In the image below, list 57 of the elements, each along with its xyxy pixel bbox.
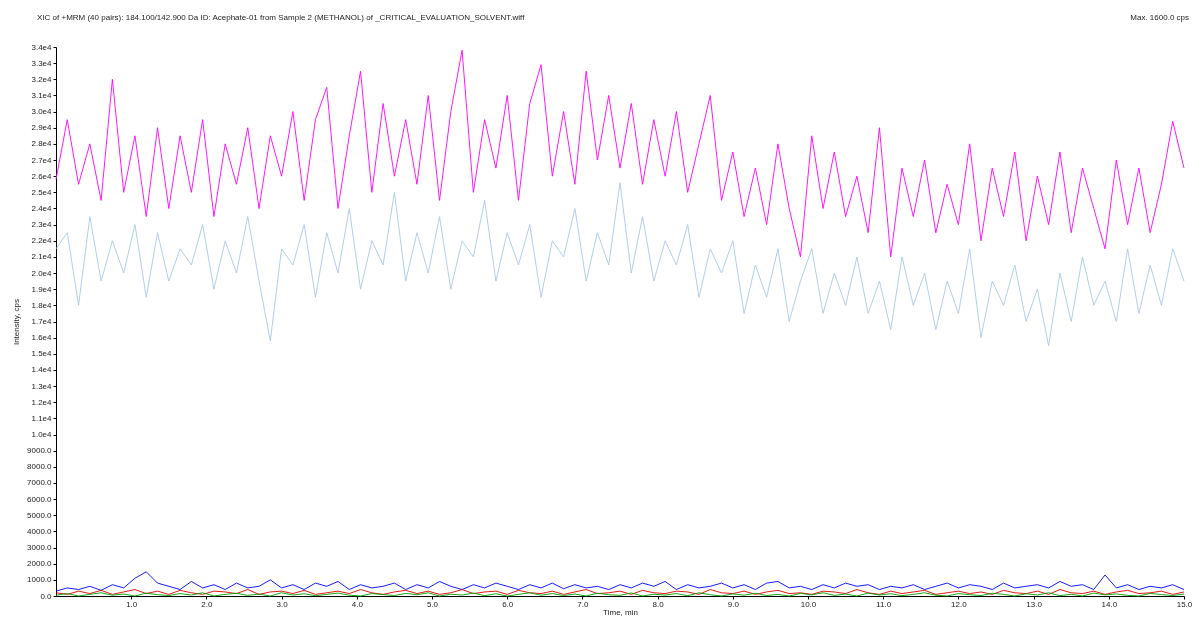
y-tick-label: 2000.0 — [27, 559, 53, 569]
y-tick-label: 3.3e4 — [31, 58, 53, 68]
x-tick-label: 6.0 — [502, 599, 514, 609]
y-tick-label: 1.0e4 — [31, 430, 53, 440]
x-tick-label: 15.0 — [1176, 599, 1193, 609]
x-axis-title: Time, min — [603, 607, 638, 617]
x-tick-label: 10.0 — [800, 599, 817, 609]
x-tick-label: 13.0 — [1026, 599, 1043, 609]
y-tick-label: 2.2e4 — [31, 236, 53, 246]
x-tick-label: 12.0 — [951, 599, 968, 609]
line-series — [55, 49, 1185, 258]
y-tick-label: 2.8e4 — [31, 139, 53, 149]
x-tick-label: 5.0 — [426, 599, 439, 609]
y-tick-label: 2.7e4 — [31, 155, 53, 165]
line-series — [55, 571, 1185, 592]
x-tick-label: 8.0 — [652, 599, 665, 609]
x-tick-label: 11.0 — [876, 599, 892, 609]
y-tick-label: 1.8e4 — [31, 300, 53, 310]
x-tick-label: 9.0 — [727, 599, 740, 609]
y-tick-label: 3.2e4 — [31, 74, 53, 84]
y-tick-label: 3.1e4 — [31, 90, 53, 100]
y-tick-label: 3.4e4 — [31, 42, 53, 52]
y-tick-label: 1.3e4 — [31, 381, 53, 391]
text: Max. 1600.0 cps — [1130, 13, 1189, 22]
y-tick-label: 1.5e4 — [31, 349, 53, 359]
y-tick-label: 2.4e4 — [31, 203, 53, 213]
y-tick-label: 0.0 — [40, 591, 53, 601]
y-tick-label: 4000.0 — [27, 526, 53, 536]
y-tick-label: 1.7e4 — [31, 317, 53, 326]
y-tick-label: 1.9e4 — [31, 284, 53, 294]
y-tick-label: 2.1e4 — [31, 252, 53, 262]
x-tick-label: 3.0 — [276, 599, 289, 609]
y-tick-label: 3.0e4 — [31, 107, 53, 117]
y-tick-label: 2.9e4 — [31, 123, 53, 133]
x-tick-label: 2.0 — [201, 599, 214, 609]
y-tick-label: 2.3e4 — [31, 220, 53, 230]
x-tick-label: 1.0 — [126, 599, 138, 609]
y-tick-label: 3000.0 — [27, 543, 53, 553]
y-tick-label: 6000.0 — [27, 494, 53, 504]
y-axis-title: Intensity, cps — [12, 298, 22, 346]
y-tick-label: 5000.0 — [27, 510, 53, 520]
y-tick-label: 1.6e4 — [31, 333, 53, 343]
x-tick-label: 4.0 — [351, 599, 364, 609]
y-tick-label: 7000.0 — [27, 478, 53, 488]
y-tick-label: 2.0e4 — [31, 268, 53, 278]
y-tick-label: 9000.0 — [27, 446, 53, 456]
y-tick-label: 8000.0 — [27, 462, 53, 472]
y-tick-label: 1000.0 — [27, 575, 53, 585]
y-tick-label: 1.4e4 — [31, 365, 53, 375]
chart-title: XIC of +MRM (40 pairs): 184.100/142.900 Da ID: Acephate-01 from Sample 2 (METHANOL) of _CRITICAL_EVALUATION_SOLVENT.wiff — [37, 13, 526, 22]
x-tick-label: 7.0 — [577, 599, 590, 609]
y-tick-label: 1.1e4 — [31, 413, 53, 423]
y-tick-label: 2.5e4 — [31, 187, 53, 197]
y-tick-label: 2.6e4 — [31, 171, 53, 181]
line-series — [55, 182, 1185, 347]
x-tick-label: 14.0 — [1101, 599, 1118, 609]
y-tick-label: 1.2e4 — [31, 397, 53, 407]
